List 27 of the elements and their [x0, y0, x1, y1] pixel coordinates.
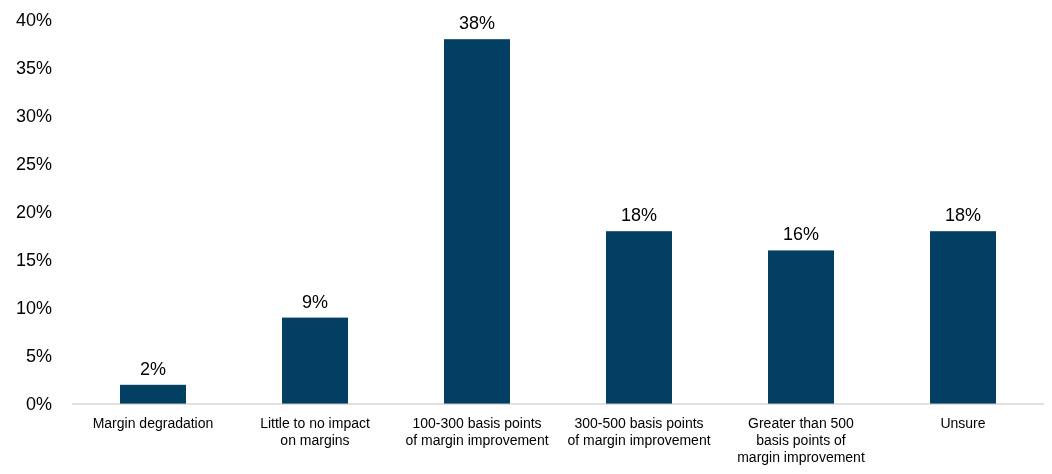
- bar: [120, 384, 186, 404]
- x-tick-label: Little to no impact on margins: [260, 415, 370, 448]
- x-tick-label: 300-500 basis points of margin improvement: [567, 415, 711, 448]
- bar: [282, 317, 348, 404]
- data-label: 18%: [620, 205, 658, 226]
- data-label: 18%: [944, 205, 982, 226]
- data-label: 2%: [139, 358, 167, 379]
- x-tick-label: Greater than 500 basis points of margin improvement: [737, 415, 865, 465]
- y-tick-label: 5%: [25, 346, 52, 367]
- y-tick-label: 25%: [15, 154, 52, 175]
- y-tick-label: 30%: [15, 106, 52, 127]
- bar: [444, 39, 510, 404]
- y-tick-label: 0%: [25, 394, 52, 415]
- data-label: 16%: [782, 224, 820, 245]
- x-tick-label: 100-300 basis points of margin improvement: [405, 415, 549, 448]
- x-tick-label: Unsure: [940, 415, 986, 431]
- y-tick-label: 40%: [15, 10, 52, 31]
- x-tick-label: Margin degradation: [92, 415, 214, 431]
- y-tick-label: 20%: [15, 202, 52, 223]
- bar: [768, 250, 834, 404]
- data-label: 38%: [458, 13, 496, 34]
- y-tick-label: 15%: [15, 250, 52, 271]
- data-label: 9%: [301, 291, 329, 312]
- y-tick-label: 35%: [15, 58, 52, 79]
- bar: [930, 231, 996, 404]
- y-tick-label: 10%: [15, 298, 52, 319]
- bar: [606, 231, 672, 404]
